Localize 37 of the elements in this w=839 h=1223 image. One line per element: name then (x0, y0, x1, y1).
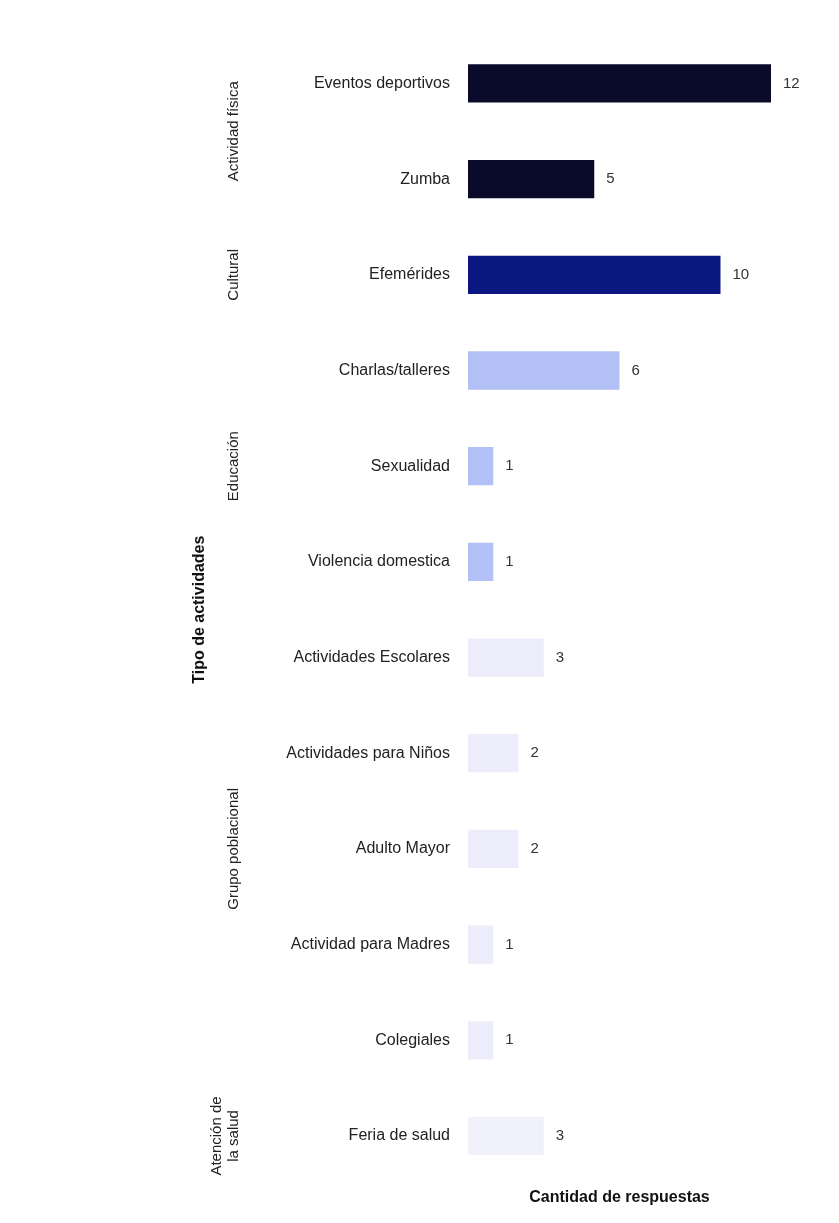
bar (468, 159, 595, 199)
data-label: 3 (555, 1126, 565, 1144)
text: Atención de la salud (207, 1096, 242, 1176)
y-tick-label: Charlas/talleres (338, 360, 450, 378)
text: Actividad física (224, 80, 242, 182)
bar (468, 351, 620, 390)
text: Grupo poblacional (224, 788, 242, 910)
y-tick-label: Eventos deportivos (313, 73, 450, 91)
y-tick-label: Colegiales (375, 1030, 450, 1048)
y-tick-label: Adulto Mayor (355, 839, 451, 857)
data-label: 12 (783, 73, 800, 91)
data-label: 1 (505, 552, 514, 569)
data-label: 3 (555, 647, 565, 665)
text: Educación (224, 431, 242, 502)
y-tick-label: Sexualidad (370, 456, 450, 474)
data-label: 6 (631, 360, 640, 378)
data-label: 5 (606, 169, 615, 187)
y-tick-label: Actividades para Niños (286, 743, 450, 761)
y-tick-label: Violencia domestica (307, 552, 451, 570)
data-label: 2 (530, 743, 539, 761)
y-tick-label: Feria de salud (348, 1126, 450, 1144)
text: Cultural (224, 248, 242, 301)
y-tick-label: Zumba (400, 169, 451, 187)
data-label: 2 (530, 839, 539, 857)
data-label: 10 (732, 264, 750, 282)
data-label: 1 (505, 456, 514, 474)
y-tick-label: Efemérides (369, 265, 450, 283)
bar (468, 64, 771, 103)
y-axis-title: Tipo de actividades (190, 535, 208, 684)
x-axis-title: Cantidad de respuestas (529, 1187, 710, 1205)
bar (468, 255, 721, 294)
y-tick-label: Actividades Escolares (293, 647, 450, 665)
bar (468, 542, 494, 581)
bar (468, 447, 494, 486)
data-label: 1 (505, 1030, 514, 1048)
y-tick-label: Actividad para Madres (290, 935, 450, 952)
data-label: 1 (505, 934, 514, 952)
